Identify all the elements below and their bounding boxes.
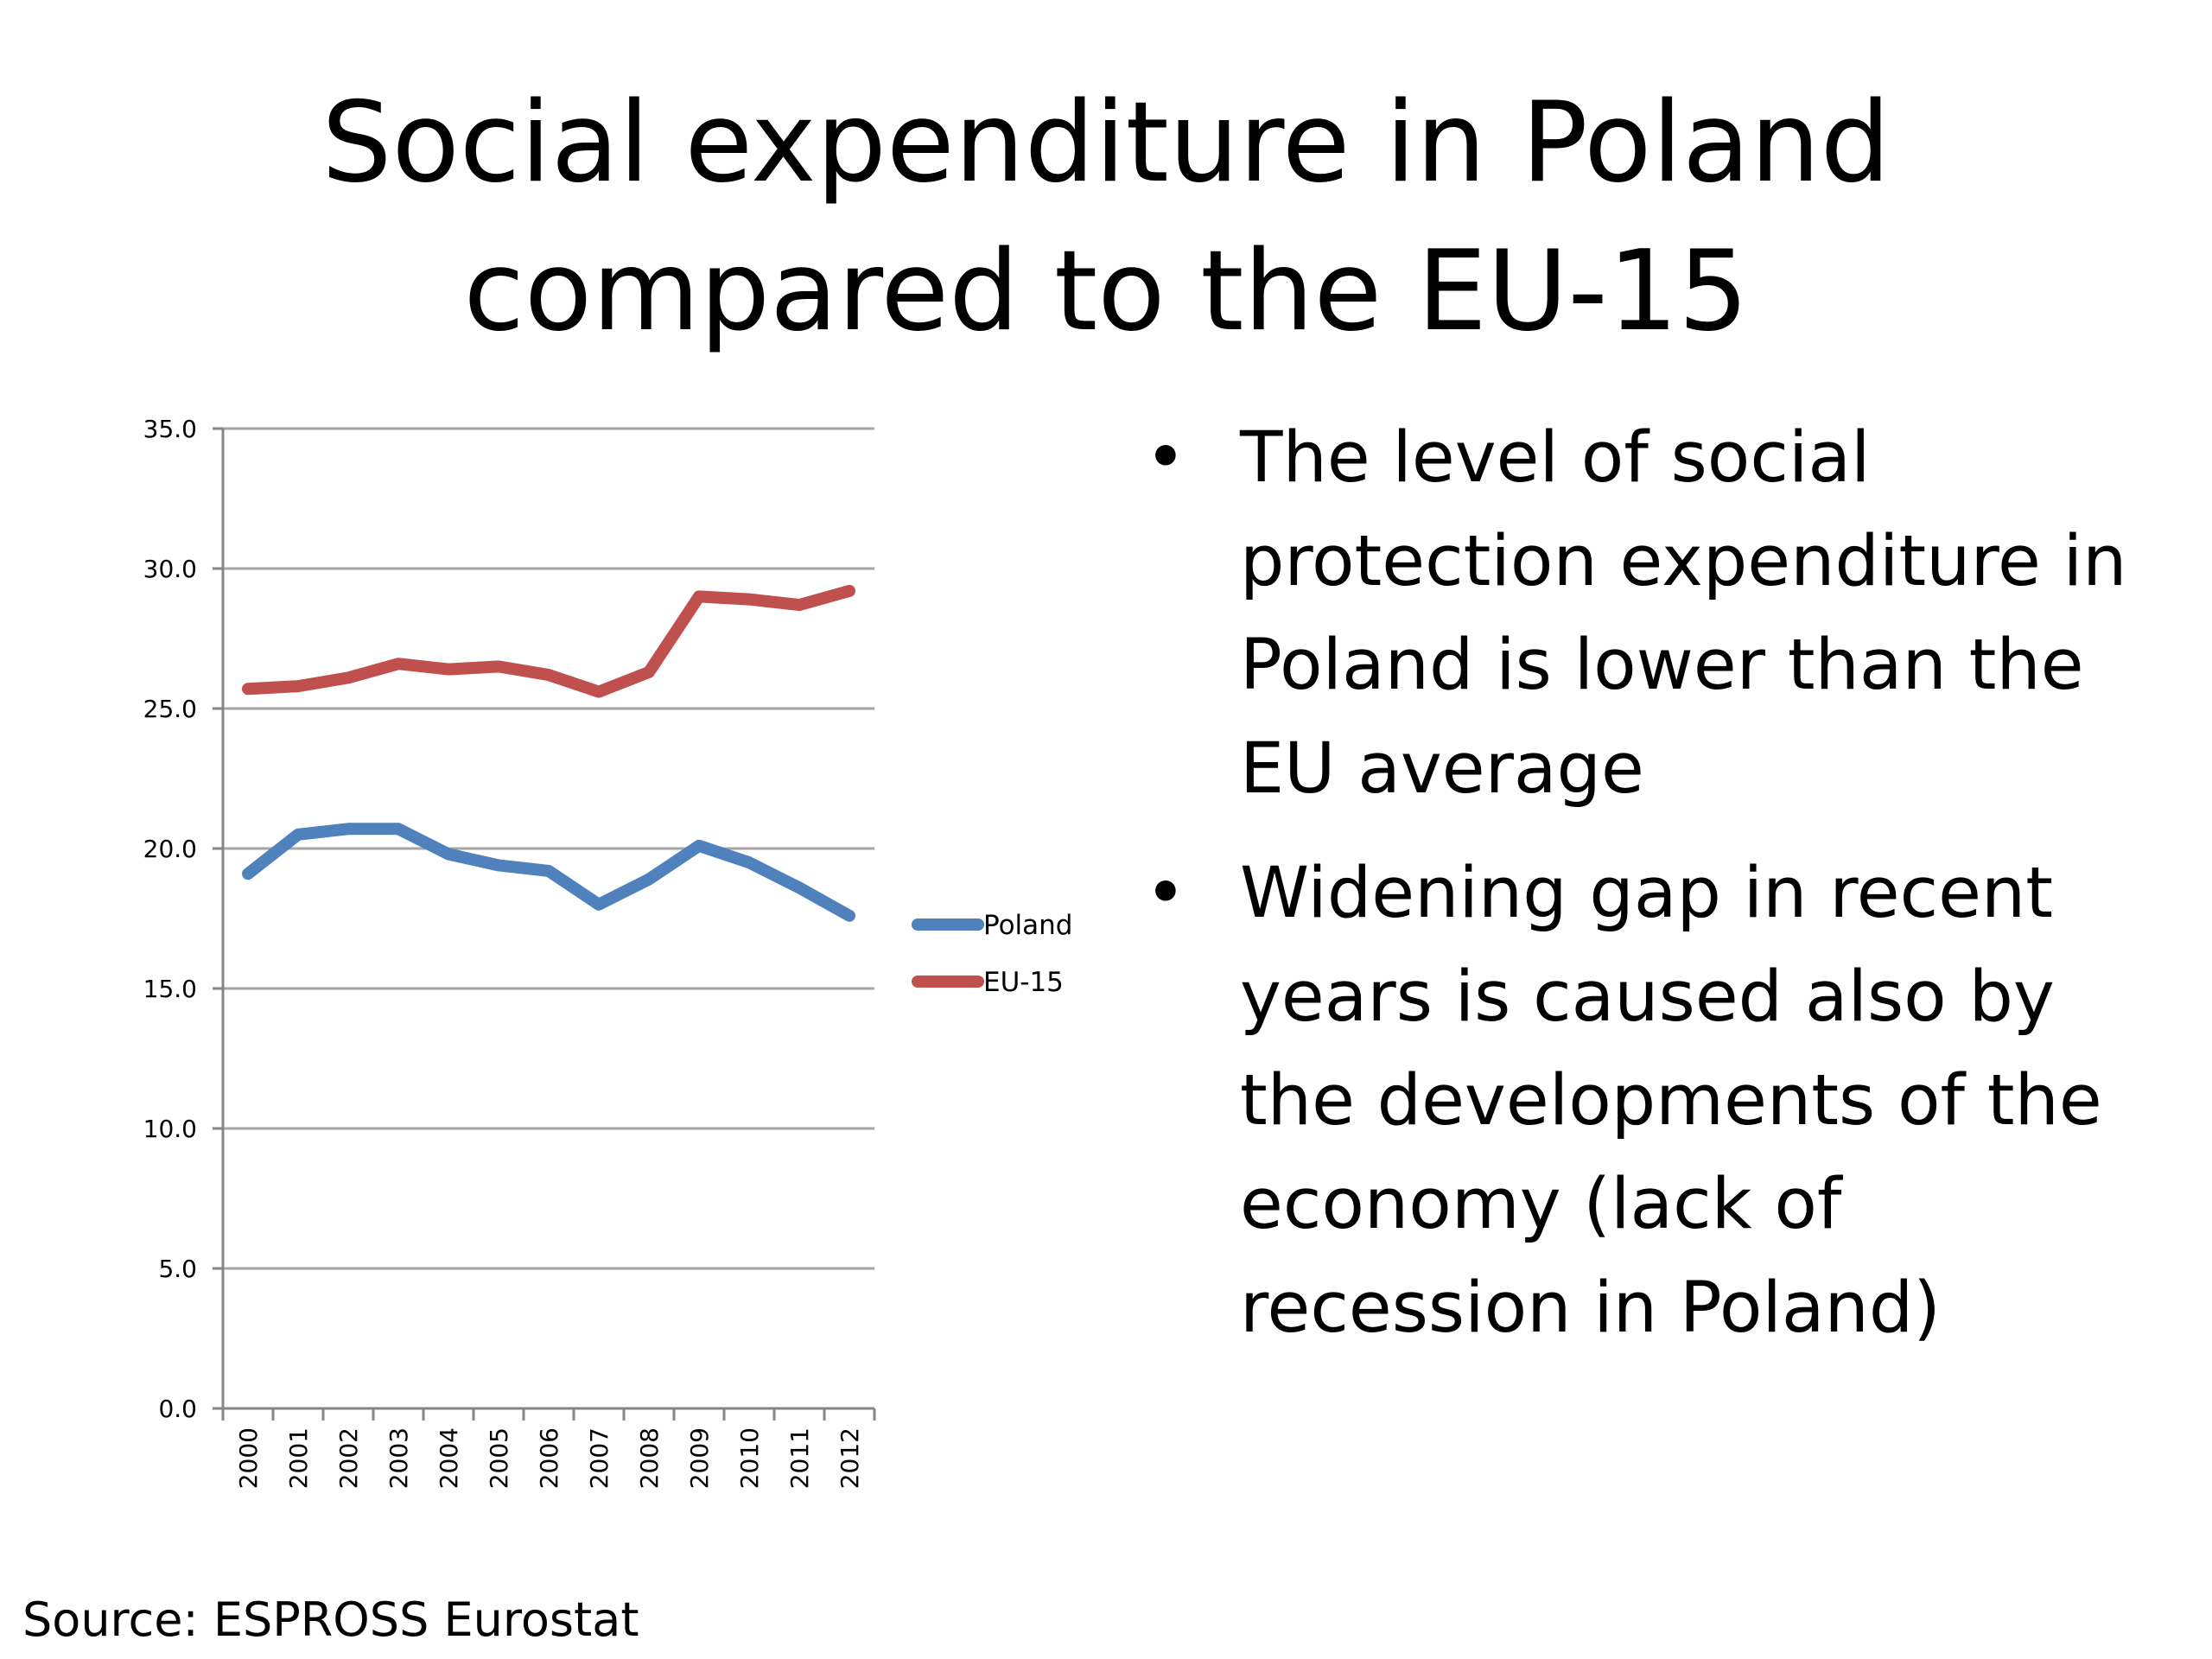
slide-title: Social expenditure in Poland compared to… xyxy=(321,79,1891,356)
x-tick-labels: 2000 2001 2002 2003 2004 2005 2006 2007 2008 2009… xyxy=(234,1427,864,1489)
x-tick-label: 2011 xyxy=(785,1427,814,1489)
y-tick-label: 0.0 xyxy=(158,1395,197,1423)
axes xyxy=(213,427,876,1421)
x-tick-label: 2007 xyxy=(585,1427,613,1489)
gridlines xyxy=(223,427,874,1270)
x-tick-label: 2005 xyxy=(485,1427,513,1489)
bullet-item: • The level of social protection expendi… xyxy=(1145,406,2147,821)
x-tick-label: 2003 xyxy=(385,1427,413,1489)
bullet-text: The level of social protection expenditu… xyxy=(1240,417,2127,810)
series-lines xyxy=(242,584,855,922)
x-tick-label: 2010 xyxy=(735,1427,764,1489)
x-tick-label: 2004 xyxy=(435,1427,463,1489)
legend-label: EU-15 xyxy=(983,967,1064,998)
y-tick-labels: 0.0 5.0 10.0 15.0 20.0 25.0 30.0 35.0 xyxy=(143,415,197,1423)
bullet-marker: • xyxy=(1145,853,1186,934)
line-chart: 0.05.010.015.020.025.030.035.0 2000 2001 2… xyxy=(143,415,1073,1489)
y-tick-label: 15.0 xyxy=(143,975,197,1003)
y-tick-label: 35.0 xyxy=(143,415,197,443)
y-tick-label: 10.0 xyxy=(143,1115,197,1143)
x-tick-label: 2008 xyxy=(635,1427,664,1489)
bullet-item: • Widening gap in recent years is caused… xyxy=(1145,842,2147,1360)
series-line-poland xyxy=(242,823,855,922)
x-tick-label: 2002 xyxy=(334,1427,363,1489)
bullet-text: Widening gap in recent years is caused a… xyxy=(1240,853,2102,1349)
x-tick-label: 2009 xyxy=(685,1427,714,1489)
series-line-eu-15 xyxy=(242,584,855,698)
x-tick-label: 2006 xyxy=(535,1427,563,1489)
y-tick-label: 30.0 xyxy=(143,555,197,583)
bullet-marker: • xyxy=(1145,417,1186,499)
legend: Poland EU-15 xyxy=(912,910,1073,998)
y-tick-label: 25.0 xyxy=(143,695,197,723)
y-tick-label: 20.0 xyxy=(143,835,197,863)
x-tick-label: 2012 xyxy=(836,1427,864,1489)
legend-label: Poland xyxy=(983,910,1073,941)
bullet-list: • The level of social protection expendi… xyxy=(1145,406,2147,1381)
source-note: Source: ESPROSS Eurostat xyxy=(22,1592,639,1647)
x-tick-label: 2000 xyxy=(234,1427,263,1489)
x-tick-label: 2001 xyxy=(284,1427,313,1489)
y-tick-label: 5.0 xyxy=(158,1255,197,1283)
